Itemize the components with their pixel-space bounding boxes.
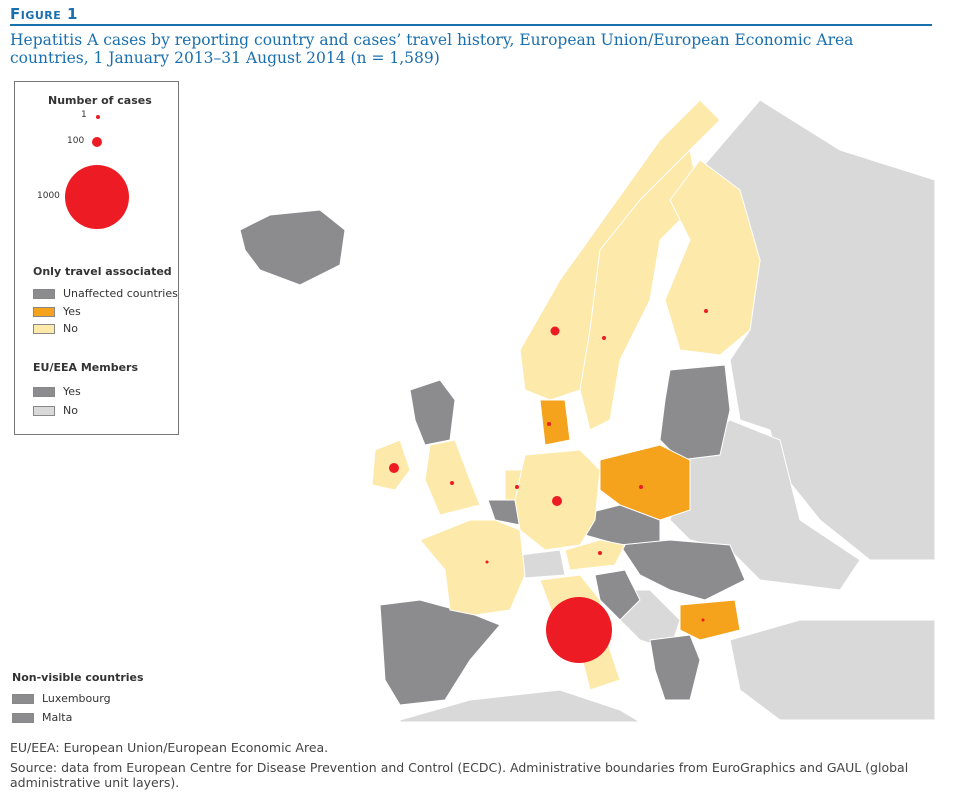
bubble-ireland (389, 463, 399, 473)
greece (649, 634, 701, 701)
non-visible-item: Luxembourg (12, 692, 144, 705)
figure-title: Hepatitis A cases by reporting country a… (10, 31, 854, 67)
bubble-uk (450, 481, 454, 485)
france (419, 519, 526, 616)
switzerland (519, 549, 566, 579)
turkey (729, 619, 935, 721)
footnote: EU/EEA: European Union/European Economic… (10, 740, 329, 755)
figure-label: Figure 1 (10, 5, 78, 23)
bubble-germany (552, 496, 562, 506)
bubble-norway (550, 326, 560, 336)
non-visible-item: Malta (12, 711, 144, 724)
non-visible-title: Non-visible countries (12, 671, 144, 684)
legend-eu-title: EU/EEA Members (33, 361, 139, 374)
bubble-netherlands (515, 485, 519, 489)
legend-case-label: 1000 (37, 191, 60, 201)
bubble-france (485, 560, 489, 564)
bulgaria (679, 599, 741, 641)
austria (564, 539, 626, 571)
legend-item: Unaffected countries (33, 287, 178, 300)
sweden (579, 148, 701, 431)
bubble-finland (704, 309, 708, 313)
legend-travel-title: Only travel associated (33, 265, 172, 278)
legend-bubble-1000 (65, 165, 129, 229)
legend-item: Yes (33, 385, 81, 398)
croatia-slovenia (594, 569, 641, 621)
iberia (379, 599, 501, 706)
title-rule (10, 24, 932, 26)
bubble-sweden (602, 336, 606, 340)
europe-map (239, 99, 935, 723)
legend-item: No (33, 404, 78, 417)
legend-item: No (33, 322, 78, 335)
bubble-denmark (547, 422, 551, 426)
legend-case-label: 100 (67, 136, 85, 146)
legend-case-label: 1 (81, 110, 87, 120)
belarus-ukraine (669, 419, 861, 591)
legend-bubble-100 (92, 137, 102, 147)
england (424, 439, 481, 516)
poland (599, 444, 691, 521)
legend-item: Yes (33, 305, 81, 318)
denmark (539, 399, 571, 446)
bubble-bulgaria (701, 618, 705, 622)
north-africa (399, 689, 642, 723)
non-visible-countries: Non-visible countries Luxembourg Malta (12, 671, 144, 724)
legend: Number of cases 1 100 1000 Only travel a… (14, 81, 179, 435)
estonia-latvia-lithuania (659, 364, 731, 461)
bubble-austria (598, 551, 602, 555)
hungary-romania (619, 539, 746, 601)
legend-bubble-1 (96, 115, 100, 119)
iceland (239, 209, 346, 286)
scotland (409, 379, 456, 446)
finland (664, 159, 761, 356)
source-note: Source: data from European Centre for Di… (10, 760, 909, 790)
legend-cases-title: Number of cases (48, 94, 152, 107)
bubble-poland (639, 485, 643, 489)
bubble-italy (546, 597, 612, 663)
